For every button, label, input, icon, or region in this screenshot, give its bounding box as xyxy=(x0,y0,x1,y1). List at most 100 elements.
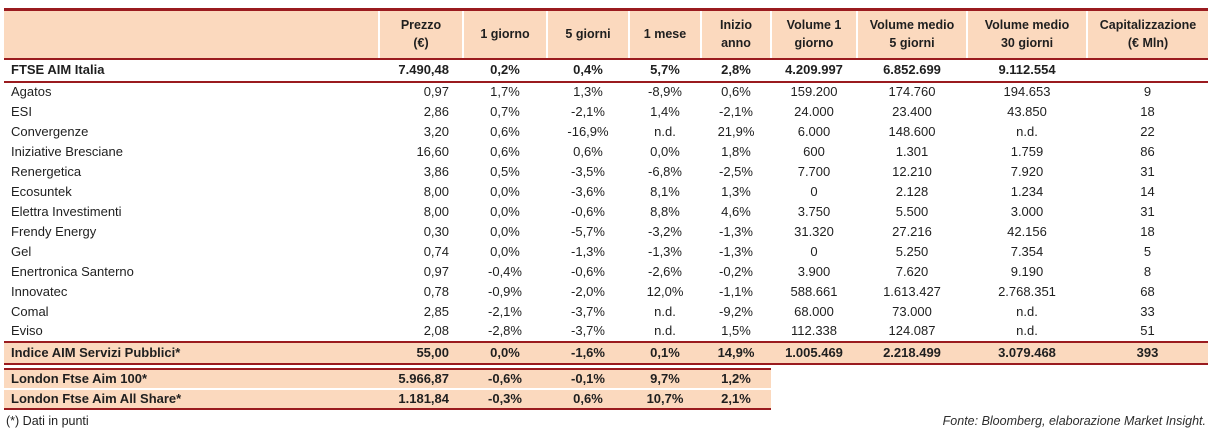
column-header: Inizio anno xyxy=(700,8,771,60)
table-row: Eviso 2,08 -2,8% -3,7% n.d. 1,5% 112.338 124.08… xyxy=(4,322,1208,342)
value-cell: 12.210 xyxy=(892,163,932,179)
value-cell: -2,6% xyxy=(648,263,682,279)
value-cell: 3.900 xyxy=(797,263,831,279)
table-row: London Ftse Aim All Share* 1.181,84 -0,3% 0… xyxy=(4,389,1208,410)
value-cell: 9,7% xyxy=(629,368,701,390)
value-cell: 9.190 xyxy=(1010,263,1044,279)
source-note: Fonte: Bloomberg, elaborazione Market In… xyxy=(942,414,1206,428)
value-cell: 73.000 xyxy=(892,303,932,319)
value-cell: 1.234 xyxy=(1010,183,1044,199)
value-cell: -1,1% xyxy=(719,283,753,299)
value-cell: n.d. xyxy=(1016,303,1038,319)
column-header: 5 giorni xyxy=(546,8,629,60)
value-cell: 14,9% xyxy=(701,341,771,365)
value-cell: 3.750 xyxy=(797,203,831,219)
value-cell: n.d. xyxy=(654,123,676,139)
header-row: Prezzo (€) 1 giorno 5 giorni 1 mese Inizio an… xyxy=(4,8,1208,60)
value-cell: 1.301 xyxy=(895,143,929,159)
value-cell: -0,6% xyxy=(571,263,605,279)
market-report: Prezzo (€) 1 giorno 5 giorni 1 mese Inizio an… xyxy=(4,8,1208,428)
value-cell: 23.400 xyxy=(892,103,932,119)
row-label-cell: Elettra Investimenti xyxy=(11,203,122,219)
value-cell: 5,7% xyxy=(629,59,701,83)
row-label-cell: London Ftse Aim 100* xyxy=(4,368,379,390)
value-cell: 22 xyxy=(1140,123,1155,139)
value-cell: -0,2% xyxy=(719,263,753,279)
value-cell: 1,2% xyxy=(701,368,771,390)
value-cell: -0,6% xyxy=(571,203,605,219)
value-cell: 600 xyxy=(803,143,825,159)
value-cell: 2,1% xyxy=(701,389,771,410)
value-cell: 2,08 xyxy=(423,323,449,339)
value-cell: -9,2% xyxy=(719,303,753,319)
value-cell: 12,0% xyxy=(646,283,684,299)
value-cell: 112.338 xyxy=(790,323,838,339)
value-cell xyxy=(857,369,967,389)
value-cell xyxy=(1087,369,1208,389)
value-cell: 1.613.427 xyxy=(883,283,941,299)
value-cell: 5.500 xyxy=(895,203,929,219)
value-cell: 0,97 xyxy=(423,263,449,279)
value-cell: 0,6% xyxy=(573,143,603,159)
value-cell: 1.759 xyxy=(1010,143,1044,159)
value-cell: -2,1% xyxy=(571,103,605,119)
value-cell: 24.000 xyxy=(794,103,834,119)
value-cell: 2.128 xyxy=(895,183,929,199)
value-cell: -0,1% xyxy=(547,368,629,390)
value-cell: 0,6% xyxy=(490,123,520,139)
value-cell: 1,3% xyxy=(721,183,751,199)
table-row: Iniziative Bresciane 16,60 0,6% 0,6% 0,0% 1,8… xyxy=(4,142,1208,162)
value-cell: 5.966,87 xyxy=(379,368,463,390)
value-cell: 2.218.499 xyxy=(857,341,967,365)
value-cell: 7.920 xyxy=(1010,163,1044,179)
value-cell: 4,6% xyxy=(721,203,751,219)
value-cell: -3,7% xyxy=(571,323,605,339)
value-cell: 0,2% xyxy=(463,59,547,83)
value-cell: -2,5% xyxy=(719,163,753,179)
row-label-cell: Enertronica Santerno xyxy=(11,263,134,279)
value-cell: 1.181,84 xyxy=(379,389,463,410)
value-cell: 393 xyxy=(1087,341,1208,365)
table-row: Enertronica Santerno 0,97 -0,4% -0,6% -2,6% -… xyxy=(4,262,1208,282)
value-cell: 4.209.997 xyxy=(771,59,857,83)
value-cell: 2,86 xyxy=(423,103,449,119)
value-cell: 0,0% xyxy=(490,203,520,219)
column-header: Capitalizzazione (€ Mln) xyxy=(1086,8,1208,60)
value-cell: 174.760 xyxy=(888,84,936,100)
row-label-cell: Innovatec xyxy=(11,283,68,299)
value-cell: 43.850 xyxy=(1007,103,1047,119)
table-row: London Ftse Aim 100* 5.966,87 -0,6% -0,1% 9,… xyxy=(4,368,1208,390)
value-cell: 2.768.351 xyxy=(998,283,1056,299)
value-cell: n.d. xyxy=(1016,323,1038,339)
value-cell: 0,5% xyxy=(490,163,520,179)
table-row: Comal 2,85 -2,1% -3,7% n.d. -9,2% 68.000 73.000… xyxy=(4,302,1208,322)
value-cell: -6,8% xyxy=(648,163,682,179)
value-cell: 3,86 xyxy=(423,163,449,179)
value-cell: 0,74 xyxy=(423,243,449,259)
value-cell: -2,8% xyxy=(488,323,522,339)
value-cell: 1.005.469 xyxy=(771,341,857,365)
value-cell: 2,85 xyxy=(423,303,449,319)
table-row: Indice AIM Servizi Pubblici* 55,00 0,0% -1,… xyxy=(4,341,1208,365)
value-cell: -0,9% xyxy=(488,283,522,299)
value-cell: -3,5% xyxy=(571,163,605,179)
value-cell: 6.000 xyxy=(797,123,831,139)
column-header: 1 mese xyxy=(628,8,701,60)
value-cell: 1,3% xyxy=(573,84,603,100)
value-cell xyxy=(967,369,1087,389)
value-cell: -1,3% xyxy=(719,243,753,259)
footer: (*) Dati in punti Fonte: Bloomberg, elab… xyxy=(4,410,1208,428)
column-header: Volume 1 giorno xyxy=(770,8,857,60)
value-cell: 6.852.699 xyxy=(857,59,967,83)
value-cell: 42.156 xyxy=(1007,223,1047,239)
value-cell: 148.600 xyxy=(888,123,936,139)
value-cell: 0,97 xyxy=(423,84,449,100)
row-label-cell: Indice AIM Servizi Pubblici* xyxy=(4,341,379,365)
value-cell: 0,0% xyxy=(650,143,680,159)
value-cell: 18 xyxy=(1140,103,1155,119)
row-label-cell: Iniziative Bresciane xyxy=(11,143,123,159)
value-cell: 8,1% xyxy=(650,183,680,199)
table-header: Prezzo (€) 1 giorno 5 giorni 1 mese Inizio an… xyxy=(4,8,1208,60)
value-cell: 3,20 xyxy=(423,123,449,139)
row-label-cell: Convergenze xyxy=(11,123,89,139)
